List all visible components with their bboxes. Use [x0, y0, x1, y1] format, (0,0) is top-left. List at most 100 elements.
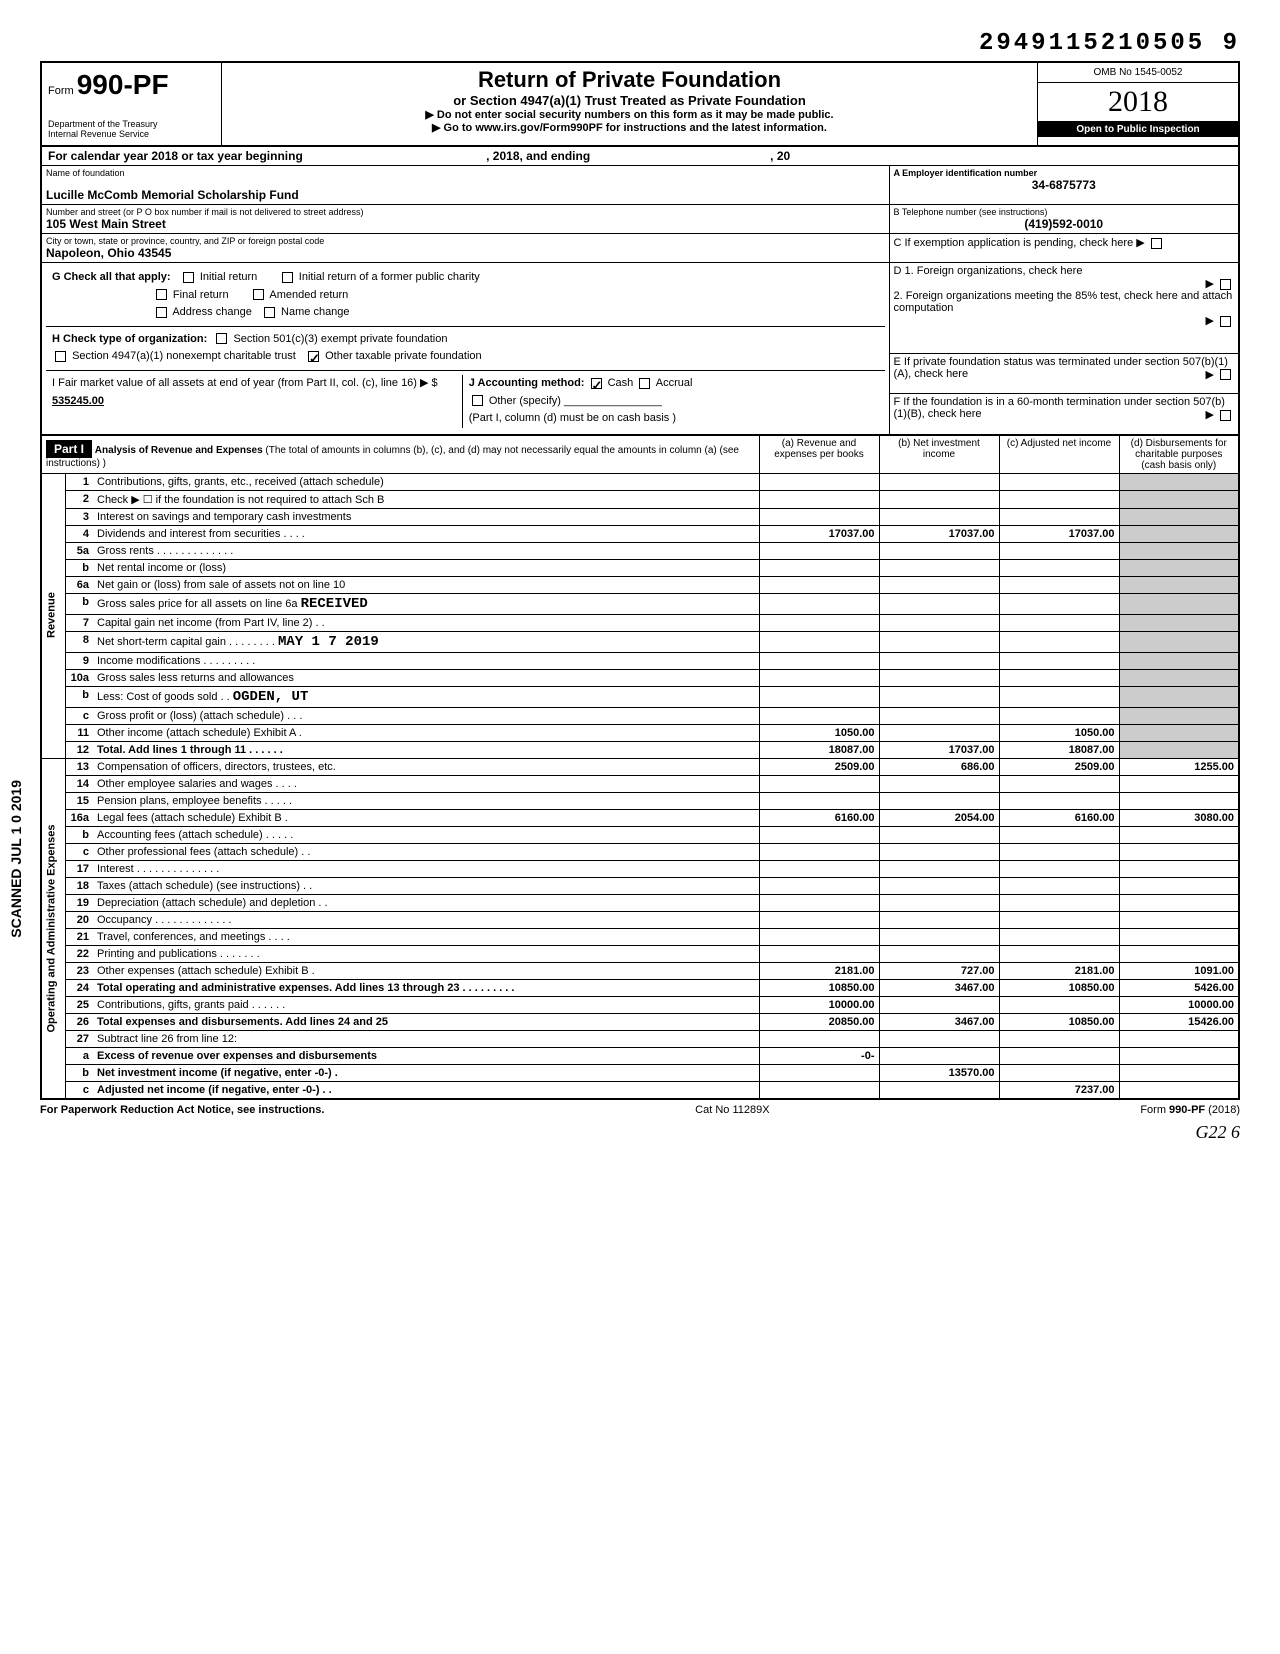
table-row: bGross sales price for all assets on lin…	[41, 593, 1239, 614]
table-row: bAccounting fees (attach schedule) . . .…	[41, 826, 1239, 843]
amount-cell	[1119, 593, 1239, 614]
amount-cell	[1119, 1047, 1239, 1064]
amount-cell: 20850.00	[759, 1013, 879, 1030]
table-row: Revenue1Contributions, gifts, grants, et…	[41, 473, 1239, 490]
line-desc: Accounting fees (attach schedule) . . . …	[93, 826, 759, 843]
amount-cell: 1091.00	[1119, 962, 1239, 979]
cal-year-mid: , 2018, and ending	[486, 149, 590, 163]
amount-cell	[759, 686, 879, 707]
line-number: b	[65, 686, 93, 707]
amount-cell	[1119, 652, 1239, 669]
table-row: 18Taxes (attach schedule) (see instructi…	[41, 877, 1239, 894]
line-d1: D 1. Foreign organizations, check here	[894, 265, 1235, 277]
amount-cell	[999, 473, 1119, 490]
amount-cell	[759, 614, 879, 631]
table-row: 11Other income (attach schedule) Exhibit…	[41, 724, 1239, 741]
amount-cell	[999, 686, 1119, 707]
check-4947[interactable]	[55, 351, 66, 362]
amount-cell	[759, 559, 879, 576]
line-number: 20	[65, 911, 93, 928]
check-e[interactable]	[1220, 369, 1231, 380]
line-number: 13	[65, 758, 93, 775]
check-other-taxable[interactable]	[308, 351, 319, 362]
dept-treasury: Department of the Treasury	[48, 119, 215, 129]
amount-cell	[879, 928, 999, 945]
check-initial-former[interactable]	[282, 272, 293, 283]
line-desc: Total. Add lines 1 through 11 . . . . . …	[93, 741, 759, 758]
check-accrual[interactable]	[639, 378, 650, 389]
check-address[interactable]	[156, 307, 167, 318]
line-desc: Net gain or (loss) from sale of assets n…	[93, 576, 759, 593]
amount-cell	[999, 911, 1119, 928]
amount-cell	[999, 877, 1119, 894]
form-prefix: Form	[48, 85, 74, 97]
check-f[interactable]	[1220, 410, 1231, 421]
omb-number: OMB No 1545-0052	[1038, 63, 1238, 83]
form-subtitle: or Section 4947(a)(1) Trust Treated as P…	[230, 93, 1029, 108]
g-opt3: Amended return	[269, 289, 348, 301]
amount-cell: 686.00	[879, 758, 999, 775]
check-final[interactable]	[156, 289, 167, 300]
table-row: 25Contributions, gifts, grants paid . . …	[41, 996, 1239, 1013]
amount-cell: 10850.00	[999, 979, 1119, 996]
line-desc: Excess of revenue over expenses and disb…	[93, 1047, 759, 1064]
amount-cell	[879, 473, 999, 490]
form-title: Return of Private Foundation	[230, 67, 1029, 93]
scanned-stamp: SCANNED JUL 1 0 2019	[8, 780, 24, 938]
line-f: F If the foundation is in a 60-month ter…	[894, 396, 1225, 420]
col-d-header: (d) Disbursements for charitable purpose…	[1119, 435, 1239, 473]
amount-cell	[759, 508, 879, 525]
check-other-method[interactable]	[472, 395, 483, 406]
foundation-address: 105 West Main Street	[46, 217, 885, 231]
check-d1[interactable]	[1220, 279, 1231, 290]
amount-cell	[999, 508, 1119, 525]
table-row: bNet investment income (if negative, ent…	[41, 1064, 1239, 1081]
line-number: 23	[65, 962, 93, 979]
table-row: 9Income modifications . . . . . . . . .	[41, 652, 1239, 669]
g-opt4: Address change	[172, 306, 252, 318]
amount-cell	[759, 707, 879, 724]
amount-cell: 17037.00	[879, 741, 999, 758]
table-row: 12Total. Add lines 1 through 11 . . . . …	[41, 741, 1239, 758]
checkbox-c[interactable]	[1151, 238, 1162, 249]
amount-cell: 2509.00	[999, 758, 1119, 775]
amount-cell	[759, 1030, 879, 1047]
amount-cell	[879, 652, 999, 669]
amount-cell	[879, 614, 999, 631]
amount-cell: 3080.00	[1119, 809, 1239, 826]
line-number: 21	[65, 928, 93, 945]
amount-cell	[759, 576, 879, 593]
amount-cell	[1119, 490, 1239, 508]
amount-cell	[1119, 945, 1239, 962]
table-row: 26Total expenses and disbursements. Add …	[41, 1013, 1239, 1030]
amount-cell: 17037.00	[879, 525, 999, 542]
line-number: 3	[65, 508, 93, 525]
amount-cell: 17037.00	[759, 525, 879, 542]
check-name[interactable]	[264, 307, 275, 318]
line-desc: Compensation of officers, directors, tru…	[93, 758, 759, 775]
amount-cell	[759, 860, 879, 877]
line-desc: Other professional fees (attach schedule…	[93, 843, 759, 860]
amount-cell	[879, 775, 999, 792]
page-footer: For Paperwork Reduction Act Notice, see …	[40, 1104, 1240, 1116]
foundation-name: Lucille McComb Memorial Scholarship Fund	[46, 188, 885, 202]
check-initial[interactable]	[183, 272, 194, 283]
amount-cell	[999, 559, 1119, 576]
amount-cell	[1119, 686, 1239, 707]
line-desc: Legal fees (attach schedule) Exhibit B .	[93, 809, 759, 826]
line-number: 25	[65, 996, 93, 1013]
line-desc: Gross profit or (loss) (attach schedule)…	[93, 707, 759, 724]
g-label: G Check all that apply:	[52, 271, 171, 283]
amount-cell	[759, 1081, 879, 1099]
table-row: bLess: Cost of goods sold . . OGDEN, UT	[41, 686, 1239, 707]
check-cash[interactable]	[591, 378, 602, 389]
table-row: cGross profit or (loss) (attach schedule…	[41, 707, 1239, 724]
check-d2[interactable]	[1220, 316, 1231, 327]
form-note1: ▶ Do not enter social security numbers o…	[230, 108, 1029, 121]
check-501c3[interactable]	[216, 333, 227, 344]
line-number: 22	[65, 945, 93, 962]
table-row: 4Dividends and interest from securities …	[41, 525, 1239, 542]
amount-cell	[759, 792, 879, 809]
check-amended[interactable]	[253, 289, 264, 300]
amount-cell	[999, 614, 1119, 631]
